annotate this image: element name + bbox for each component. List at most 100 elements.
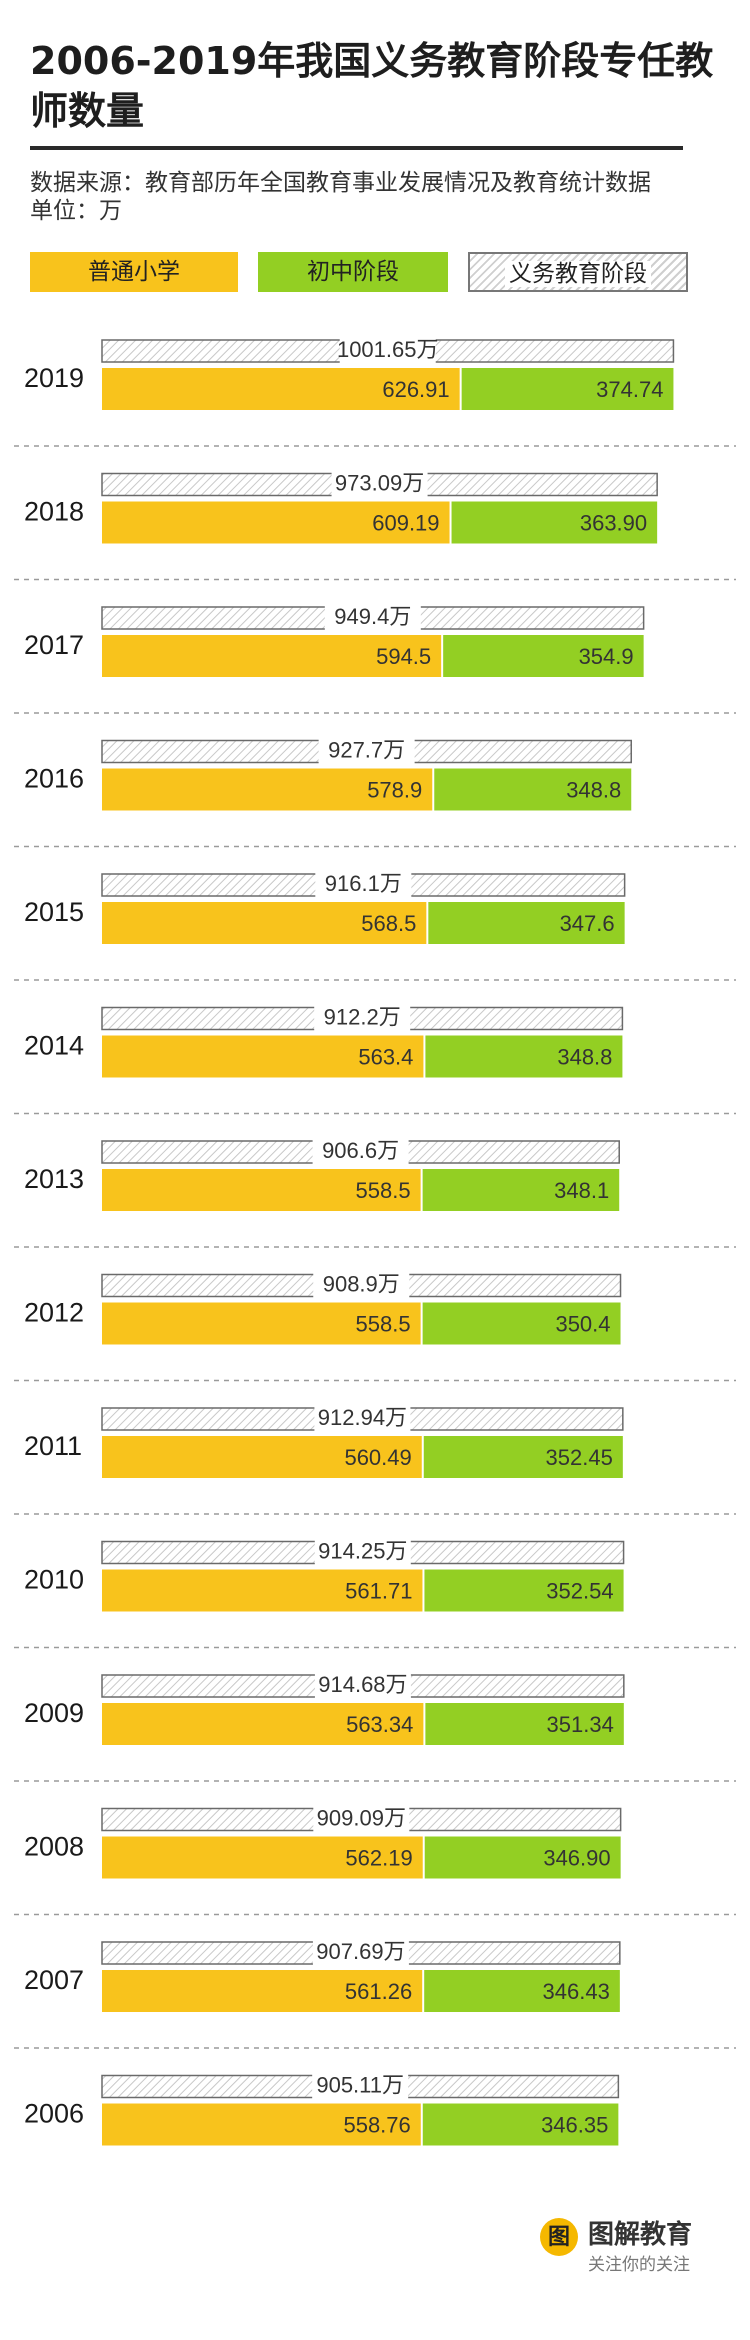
junior-middle-bar [451,501,658,544]
total-value-label: 914.25万 [318,1539,407,1564]
legend-compulsory-total: 义务教育阶段 [468,252,688,292]
year-label: 2018 [24,497,84,527]
brand-logo-icon: 图 [540,2218,578,2256]
legend-middle-label: 初中阶段 [307,259,399,285]
year-label: 2016 [24,764,84,794]
year-label: 2008 [24,1832,84,1862]
primary-school-bar [102,902,427,944]
year-label: 2009 [24,1698,84,1728]
year-label: 2015 [24,897,84,927]
primary-value-label: 578.9 [367,778,422,803]
total-label-bg [313,1806,410,1833]
title-divider [30,146,683,150]
year-label: 2012 [24,1298,84,1328]
primary-value-label: 609.19 [372,511,439,536]
primary-value-label: 558.76 [343,2113,410,2138]
data-source: 数据来源：教育部历年全国教育事业发展情况及教育统计数据 [30,170,651,196]
legend-primary-label: 普通小学 [88,259,180,285]
primary-value-label: 626.91 [382,377,449,402]
middle-value-label: 352.45 [546,1445,613,1470]
total-value-label: 912.2万 [324,1005,401,1030]
primary-school-bar [102,501,450,544]
primary-value-label: 561.71 [345,1579,412,1604]
primary-school-bar [102,1836,423,1879]
primary-value-label: 563.4 [358,1045,413,1070]
total-value-label: 905.11万 [316,2073,404,2098]
total-value-label: 927.7万 [328,738,405,763]
junior-middle-bar [424,1970,620,2012]
year-label: 2014 [24,1031,84,1061]
total-value-label: 912.94万 [318,1405,407,1430]
total-label-bg [318,738,415,765]
junior-middle-bar [422,1169,620,1211]
junior-middle-bar [425,1035,623,1078]
primary-value-label: 562.19 [345,1846,412,1871]
primary-value-label: 558.5 [356,1178,411,1203]
year-label: 2019 [24,363,84,393]
year-label: 2017 [24,630,84,660]
middle-value-label: 363.90 [580,511,647,536]
primary-school-bar [102,768,433,811]
total-label-bg [312,2073,409,2100]
total-label-bg [324,605,421,631]
total-label-bg [331,471,428,498]
primary-school-bar [102,1569,423,1612]
junior-middle-bar [424,1569,624,1612]
middle-value-label: 354.9 [579,644,634,669]
middle-value-label: 374.74 [596,377,663,402]
primary-school-bar [102,2103,421,2146]
junior-middle-bar [423,1436,623,1478]
primary-value-label: 594.5 [376,644,431,669]
middle-value-label: 348.8 [566,778,621,803]
total-value-label: 908.9万 [323,1272,400,1297]
year-label: 2006 [24,2099,84,2129]
total-value-label: 949.4万 [334,604,411,629]
middle-value-label: 350.4 [555,1312,610,1337]
primary-school-bar [102,1703,424,1745]
total-label-bg [313,1272,410,1299]
junior-middle-bar [461,368,674,410]
junior-middle-bar [422,2103,619,2146]
total-label-bg [314,1406,411,1432]
primary-school-bar [102,1970,423,2012]
unit-label: 单位：万 [30,198,122,224]
middle-value-label: 346.35 [541,2113,608,2138]
year-label: 2010 [24,1565,84,1595]
primary-value-label: 560.49 [344,1445,411,1470]
middle-value-label: 348.8 [557,1045,612,1070]
year-label: 2007 [24,1965,84,1995]
legend-junior-middle: 初中阶段 [258,252,448,292]
primary-school-bar [102,368,460,410]
year-label: 2011 [24,1431,82,1461]
junior-middle-bar [428,902,625,944]
brand-name: 图解教育 [588,2220,693,2250]
total-label-bg [314,1005,411,1032]
brand-slogan: 关注你的关注 [588,2255,690,2275]
middle-value-label: 351.34 [547,1712,614,1737]
total-label-bg [339,338,436,364]
total-label-bg [314,1539,411,1566]
total-value-label: 909.09万 [317,1806,406,1831]
junior-middle-bar [424,1836,621,1879]
primary-school-bar [102,1302,421,1345]
junior-middle-bar [443,635,644,677]
total-value-label: 914.68万 [318,1672,407,1697]
total-value-label: 973.09万 [335,471,424,496]
middle-value-label: 352.54 [546,1579,613,1604]
primary-value-label: 568.5 [361,911,416,936]
total-label-bg [314,1673,411,1699]
total-label-bg [312,1139,409,1165]
primary-school-bar [102,1436,422,1478]
legend-primary-school: 普通小学 [30,252,238,292]
middle-value-label: 347.6 [560,911,615,936]
primary-value-label: 563.34 [346,1712,413,1737]
chart-title: 2006-2019年我国义务教育阶段专任教师数量 [30,39,714,133]
total-value-label: 906.6万 [322,1138,399,1163]
primary-school-bar [102,635,442,677]
total-value-label: 907.69万 [316,1939,405,1964]
total-value-label: 916.1万 [325,871,402,896]
legend-total-label: 义务教育阶段 [505,261,651,287]
middle-value-label: 348.1 [554,1178,609,1203]
primary-school-bar [102,1169,421,1211]
